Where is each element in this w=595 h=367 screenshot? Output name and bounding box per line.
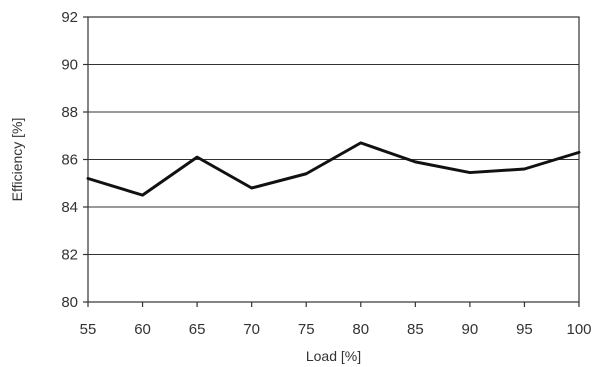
x-tick-label: 55 <box>80 321 97 338</box>
x-tick-label: 85 <box>407 321 424 338</box>
y-tick-label: 80 <box>61 294 78 311</box>
x-tick-label: 90 <box>462 321 479 338</box>
x-tick-label: 80 <box>352 321 369 338</box>
y-tick-label: 84 <box>61 199 78 216</box>
plot-frame <box>87 16 580 303</box>
y-tick-label: 88 <box>61 104 78 121</box>
x-tick-label: 70 <box>243 321 260 338</box>
y-axis-ticks: 80 82 84 86 88 90 92 <box>61 9 88 311</box>
x-axis-ticks: 55 60 65 70 75 80 85 90 95 100 <box>80 302 592 338</box>
y-tick-label: 90 <box>61 57 78 74</box>
x-axis-label: Load [%] <box>306 348 361 364</box>
y-tick-label: 82 <box>61 247 78 264</box>
x-tick-label: 75 <box>298 321 315 338</box>
x-tick-label: 65 <box>189 321 206 338</box>
y-tick-label: 92 <box>61 9 78 26</box>
efficiency-line <box>86 141 581 197</box>
x-tick-label: 100 <box>566 321 591 338</box>
y-axis-label: Efficiency [%] <box>9 118 25 202</box>
x-tick-label: 95 <box>516 321 533 338</box>
x-tick-label: 60 <box>134 321 151 338</box>
series-group <box>86 141 581 197</box>
y-tick-label: 86 <box>61 152 78 169</box>
